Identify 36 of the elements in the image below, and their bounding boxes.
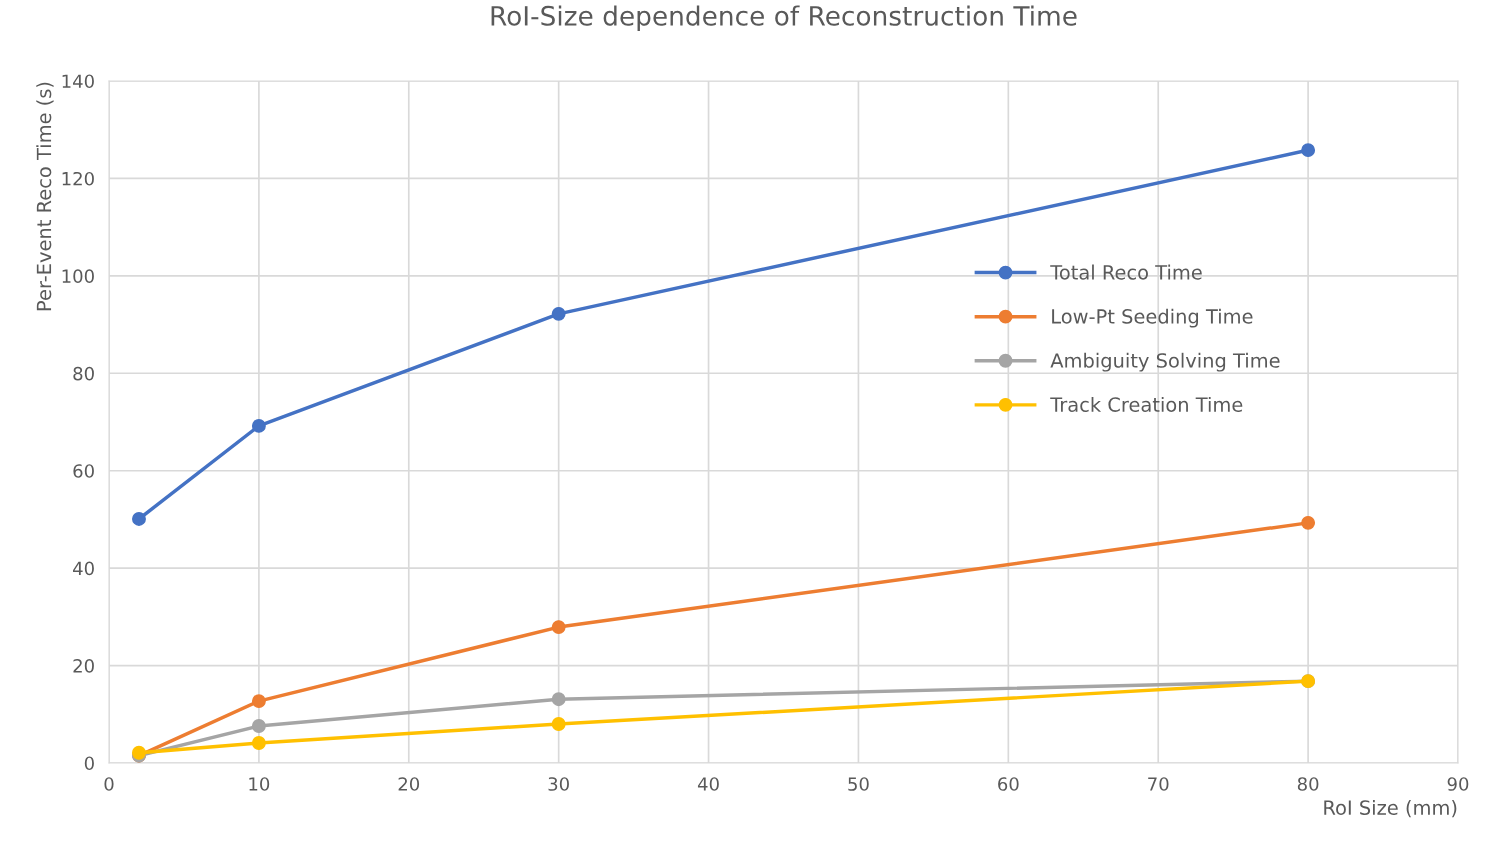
point xyxy=(251,736,266,750)
point xyxy=(251,719,266,733)
x-tick-label: 50 xyxy=(848,777,869,791)
legend-label: Total Reco Time xyxy=(1050,264,1202,280)
y-tick-label: 80 xyxy=(73,366,94,381)
x-tick-label: 0 xyxy=(104,777,114,791)
x-tick-label: 40 xyxy=(697,777,719,791)
y-tick-label: 60 xyxy=(73,464,94,478)
x-tick-label: 30 xyxy=(548,777,569,791)
x-tick-label: 20 xyxy=(398,777,420,791)
point xyxy=(1301,515,1316,530)
y-tick-label: 0 xyxy=(84,756,94,771)
y-axis-title: Per-Event Reco Time (s) xyxy=(36,82,54,311)
point xyxy=(1301,143,1316,158)
y-tick-label: 120 xyxy=(62,171,94,186)
point xyxy=(251,418,266,433)
x-tick-label: 60 xyxy=(998,777,1019,791)
x-tick-label: 90 xyxy=(1447,777,1469,791)
x-tick-label: 80 xyxy=(1297,777,1319,791)
point xyxy=(251,694,266,709)
y-tick-label: 40 xyxy=(73,561,94,576)
y-tick-label: 100 xyxy=(62,269,94,283)
y-tick-label: 20 xyxy=(73,659,94,673)
point xyxy=(551,620,566,635)
legend-label: Low-Pt Seeding Time xyxy=(1052,308,1253,328)
legend-label: Ambiguity Solving Time xyxy=(1050,352,1280,372)
x-axis-title: RoI Size (mm) xyxy=(1324,799,1457,818)
point xyxy=(551,306,566,321)
x-tick-label: 10 xyxy=(249,777,270,791)
point xyxy=(132,511,146,526)
chart-title: RoI-Size dependence of Reconstruction Time xyxy=(491,5,1077,31)
legend-label: Track Creation Time xyxy=(1050,396,1243,412)
point xyxy=(551,717,566,731)
point xyxy=(551,692,566,707)
x-tick-label: 70 xyxy=(1148,777,1169,791)
y-tick-label: 140 xyxy=(62,74,94,89)
